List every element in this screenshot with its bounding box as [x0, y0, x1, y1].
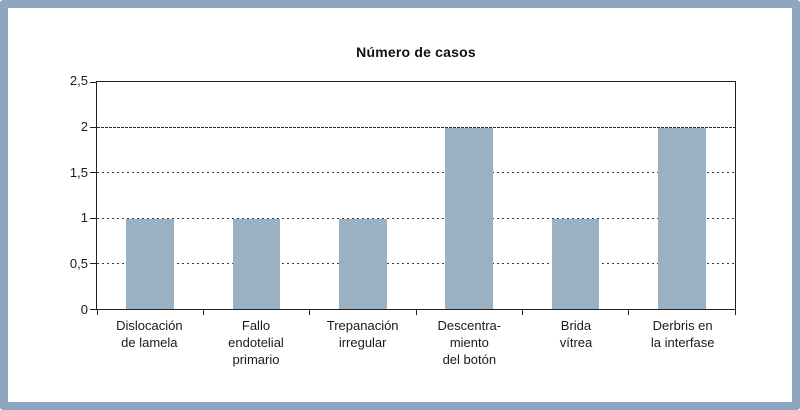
x-axis-tick: [521, 310, 523, 315]
x-category-label: Derbris en la interfase: [650, 318, 715, 350]
gridline: [97, 263, 735, 265]
gridline: [97, 217, 735, 219]
y-tick-label: 0,5: [69, 256, 88, 272]
plot-area: [90, 81, 736, 315]
x-category-label: Trepanación irregular: [326, 318, 399, 350]
x-axis-tick: [96, 310, 98, 315]
bar-6: [657, 128, 706, 309]
y-axis-tick: [90, 81, 96, 83]
x-category-label: Dislocación de lamela: [116, 318, 183, 350]
bar-5: [551, 219, 600, 309]
x-category-label: Descentra- miento del botón: [437, 318, 502, 367]
bar-4: [445, 128, 494, 309]
x-axis-tick: [734, 310, 736, 315]
chart-title: Número de casos: [356, 44, 476, 60]
y-tick-label: 2,5: [69, 73, 88, 88]
y-tick-label: 0: [80, 302, 88, 317]
bar-2: [232, 219, 281, 309]
gridline: [97, 126, 735, 128]
y-axis-tick: [90, 263, 96, 265]
y-axis-tick: [90, 126, 96, 128]
y-tick-label: 1,5: [69, 164, 88, 180]
x-category-label: Fallo endotelial primario: [228, 318, 284, 367]
gridline: [97, 172, 735, 174]
bar-3: [338, 219, 387, 309]
y-axis-tick: [90, 217, 96, 219]
y-axis-tick: [90, 172, 96, 174]
y-tick-label: 2: [80, 118, 88, 134]
bar-1: [126, 219, 175, 309]
y-axis-tick: [90, 308, 96, 310]
x-axis-tick: [628, 310, 630, 315]
x-axis-tick: [309, 310, 311, 315]
x-category-label: Brida vítrea: [559, 318, 593, 350]
x-axis-tick: [415, 310, 417, 315]
x-axis-tick: [202, 310, 204, 315]
y-tick-label: 1: [80, 210, 88, 226]
